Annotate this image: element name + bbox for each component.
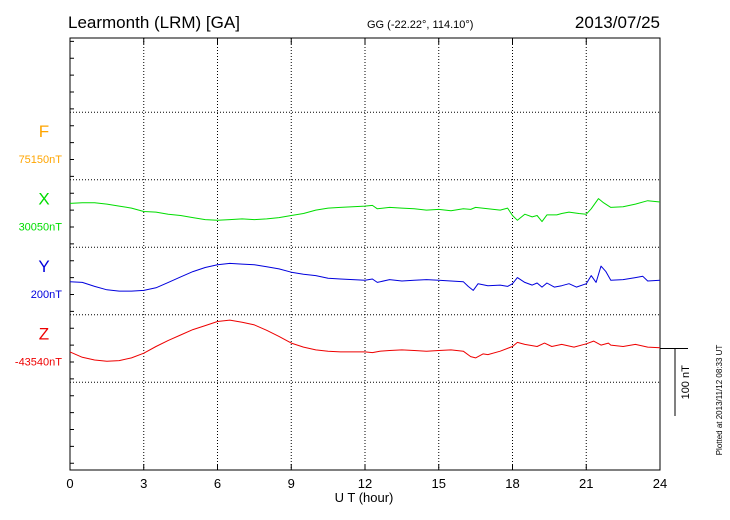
x-tick-label: 12 <box>358 476 372 491</box>
plotted-timestamp: Plotted at 2013/11/12 08:33 UT <box>715 345 724 456</box>
x-tick-label: 15 <box>432 476 446 491</box>
series-lines <box>69 198 661 362</box>
grid <box>70 38 660 470</box>
x-tick-label: 21 <box>579 476 593 491</box>
x-tick-label: 3 <box>140 476 147 491</box>
series-name-Z: Z <box>39 325 49 344</box>
series-base-F: 75150nT <box>19 154 63 166</box>
x-tick-label: 0 <box>66 476 73 491</box>
series-line-Z <box>69 319 661 362</box>
series-base-Z: -43540nT <box>15 357 62 369</box>
series-line-X <box>69 198 661 223</box>
x-tick-label: 24 <box>653 476 667 491</box>
series-name-F: F <box>39 122 49 141</box>
x-tick-label: 18 <box>505 476 519 491</box>
x-tick-label: 9 <box>288 476 295 491</box>
series-name-Y: Y <box>38 257 49 276</box>
plot-date: 2013/07/25 <box>575 13 660 32</box>
station-coordinates: GG (-22.22°, 114.10°) <box>367 19 473 31</box>
series-base-Y: 200nT <box>31 289 62 301</box>
series-base-X: 30050nT <box>19 222 63 234</box>
series-name-X: X <box>38 190 49 209</box>
station-title: Learmonth (LRM) [GA] <box>68 13 240 32</box>
series-labels: F 75150nT X 30050nT Y 200nT Z -43540nT <box>15 122 62 369</box>
x-tick-label: 6 <box>214 476 221 491</box>
scale-bar-label: 100 nT <box>680 365 692 400</box>
scale-bar: 100 nT <box>660 348 692 416</box>
x-axis-label: U T (hour) <box>335 490 394 505</box>
axes: 0 3 6 9 12 15 18 21 24 <box>66 37 667 491</box>
series-line-Y <box>69 262 661 292</box>
